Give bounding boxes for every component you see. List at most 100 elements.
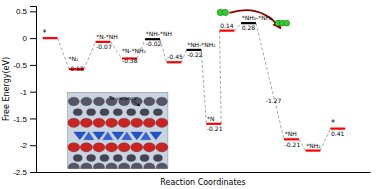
inset-triangle <box>122 132 132 140</box>
y-tick-label: -1 <box>20 88 28 97</box>
annotation: 0.41 <box>331 130 345 137</box>
inset-atom <box>106 118 118 127</box>
annotations: *-0.58*N₂*N-*NH-0.07*N-*NH₂-0.38*NH-*NH-… <box>43 14 345 148</box>
inset-triangle <box>74 132 86 140</box>
annotation: *N-*NH₂ <box>122 47 147 54</box>
inset-atom <box>153 155 162 162</box>
y-tick: -1 <box>20 88 36 97</box>
annotation: *NH₂ <box>306 142 321 149</box>
y-tick-label: -1.5 <box>13 115 27 124</box>
chart: -2.5 -2 -1.5 -1 -0.5 0 0.5 Reaction Coordinates… <box>0 0 378 189</box>
y-tick-mark <box>30 65 36 66</box>
inset-atom <box>140 109 149 116</box>
inset-atom <box>93 97 104 105</box>
connector <box>201 50 206 124</box>
connector <box>256 23 284 139</box>
y-tick: -2.5 <box>13 168 36 177</box>
inset-atom <box>156 118 168 127</box>
annotation: *NH <box>285 130 297 137</box>
connector <box>57 38 69 69</box>
inset-atom <box>81 97 92 105</box>
energy-level <box>220 30 235 32</box>
annotation: * <box>43 29 47 38</box>
molecule-atom <box>284 20 290 26</box>
y-tick-mark <box>30 38 36 39</box>
connector <box>110 42 122 59</box>
inset-atom <box>80 143 92 152</box>
inset-atom <box>100 155 109 162</box>
inset-atom <box>113 155 122 162</box>
inset-atom <box>131 143 143 152</box>
inset-atom <box>144 97 155 105</box>
energy-level <box>306 149 321 151</box>
energy-level <box>167 61 182 63</box>
y-tick-mark <box>30 92 36 93</box>
x-axis <box>37 172 371 173</box>
inset-atom <box>127 155 136 162</box>
y-tick-label: -0.5 <box>13 61 27 70</box>
annotation: 0.14 <box>220 22 234 29</box>
connector <box>320 129 330 151</box>
x-axis-line <box>37 172 371 173</box>
inset-atom <box>106 163 117 169</box>
annotation: *N₂ <box>68 55 78 62</box>
inset-background <box>68 92 168 168</box>
inset-atom <box>131 163 142 169</box>
plot-area <box>43 9 346 150</box>
annotation: -0.22 <box>187 51 203 58</box>
y-tick-mark <box>30 118 36 119</box>
y-tick-mark <box>30 172 36 173</box>
connector <box>220 31 222 124</box>
inset-atom <box>87 155 96 162</box>
inset-triangle <box>103 132 113 140</box>
inset-triangle <box>84 132 94 140</box>
inset-atom <box>119 163 130 169</box>
annotation: *NH₂-*NH₂ <box>242 14 274 21</box>
inset-atom <box>68 143 80 152</box>
inset-atom <box>156 143 168 152</box>
inset-triangle <box>112 132 124 140</box>
inset-atom <box>144 163 155 169</box>
annotation: *NH-*NH₂ <box>187 41 216 48</box>
inset-label: Te vacancy <box>108 95 137 102</box>
inset-triangle <box>131 132 143 140</box>
inset: Te vacancy <box>68 92 168 171</box>
inset-atom <box>118 118 130 127</box>
annotation: -0.21 <box>207 125 223 132</box>
y-axis-line <box>30 7 37 173</box>
inset-triangle <box>150 132 162 140</box>
inset-atom <box>106 143 118 152</box>
annotation: *NH-*NH <box>146 30 172 37</box>
y-tick: -0.5 <box>13 61 36 70</box>
annotation: -0.02 <box>146 40 162 47</box>
y-tick-label: 0 <box>23 34 28 43</box>
annotation: *N <box>207 115 215 122</box>
inset-atom <box>73 155 82 162</box>
inset-atom <box>156 97 167 105</box>
y-tick-label: -2 <box>20 141 28 150</box>
inset-triangle <box>93 132 105 140</box>
x-axis-title: Reaction Coordinates <box>160 178 245 187</box>
molecule-atom <box>222 9 228 15</box>
y-tick: 0 <box>23 34 36 43</box>
arrow <box>229 10 280 28</box>
y-tick: -2 <box>20 141 36 150</box>
connector <box>84 42 96 69</box>
annotation: -0.58 <box>68 65 84 72</box>
annotation: -0.38 <box>122 57 138 64</box>
annotation: *N-*NH <box>96 33 118 40</box>
inset-atom <box>143 143 155 152</box>
inset-atom <box>131 118 143 127</box>
inset-triangle <box>141 132 151 140</box>
y-axis: -2.5 -2 -1.5 -1 -0.5 0 0.5 <box>13 7 36 178</box>
y-tick-label: 0.5 <box>16 7 28 16</box>
inset-atom <box>100 109 109 116</box>
annotation: -1.27 <box>266 97 282 104</box>
inset-atom <box>93 143 105 152</box>
y-tick: -1.5 <box>13 115 36 124</box>
connector <box>234 23 241 30</box>
inset-atom <box>80 118 92 127</box>
inset-atom <box>87 109 96 116</box>
inset-atom <box>127 109 136 116</box>
inset-atom <box>140 155 149 162</box>
